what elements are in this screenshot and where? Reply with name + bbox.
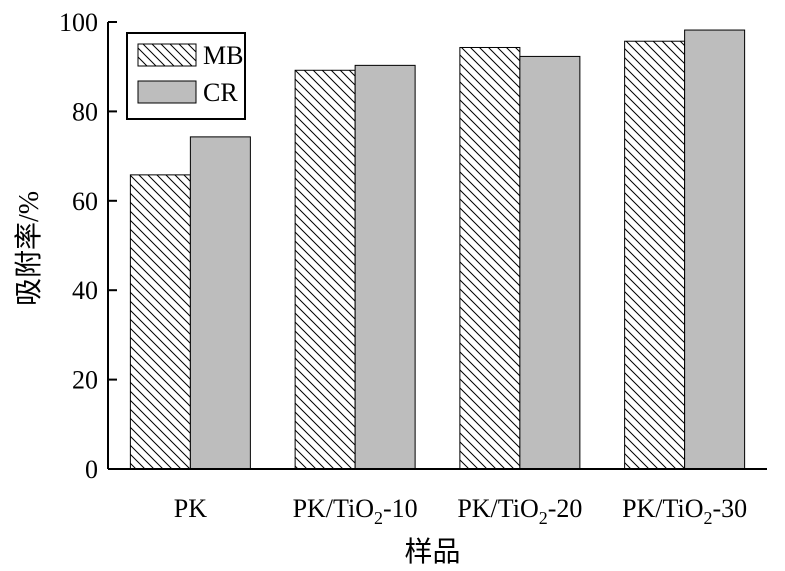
bar-cr-0: [189, 136, 251, 470]
x-tick-label-0: PK: [174, 494, 207, 523]
y-tick-label-100: 100: [59, 8, 98, 37]
y-tick-label-20: 20: [72, 366, 98, 395]
legend-swatch-cr: [137, 80, 197, 104]
x-tick-label-3: PK/TiO2-30: [622, 494, 747, 528]
x-tick-label-1: PK/TiO2-10: [293, 494, 418, 528]
legend-label-mb: MB: [203, 41, 243, 70]
bars-layer: [129, 29, 746, 470]
bar-cr-3: [684, 29, 746, 470]
bar-mb-3: [624, 40, 686, 470]
x-tick-label-2: PK/TiO2-20: [457, 494, 582, 528]
y-tick-label-60: 60: [72, 187, 98, 216]
legend-label-cr: CR: [203, 78, 238, 107]
bar-mb-2: [459, 46, 521, 470]
bar-cr-2: [519, 55, 581, 470]
bar-mb-1: [294, 69, 356, 470]
y-axis-title: 吸附率/%: [13, 191, 45, 306]
y-tick-label-40: 40: [72, 276, 98, 305]
bar-mb-0: [129, 174, 191, 470]
y-tick-label-80: 80: [72, 97, 98, 126]
legend: MB CR: [126, 32, 246, 120]
x-axis-title: 样品: [404, 536, 460, 568]
legend-swatch-mb: [137, 43, 197, 67]
y-tick-label-0: 0: [85, 455, 98, 484]
axes-layer: PK PK/TiO2-10 PK/TiO2-20 PK/TiO2-30 0 20 40 60 8…: [13, 8, 767, 568]
bar-cr-1: [354, 64, 416, 470]
